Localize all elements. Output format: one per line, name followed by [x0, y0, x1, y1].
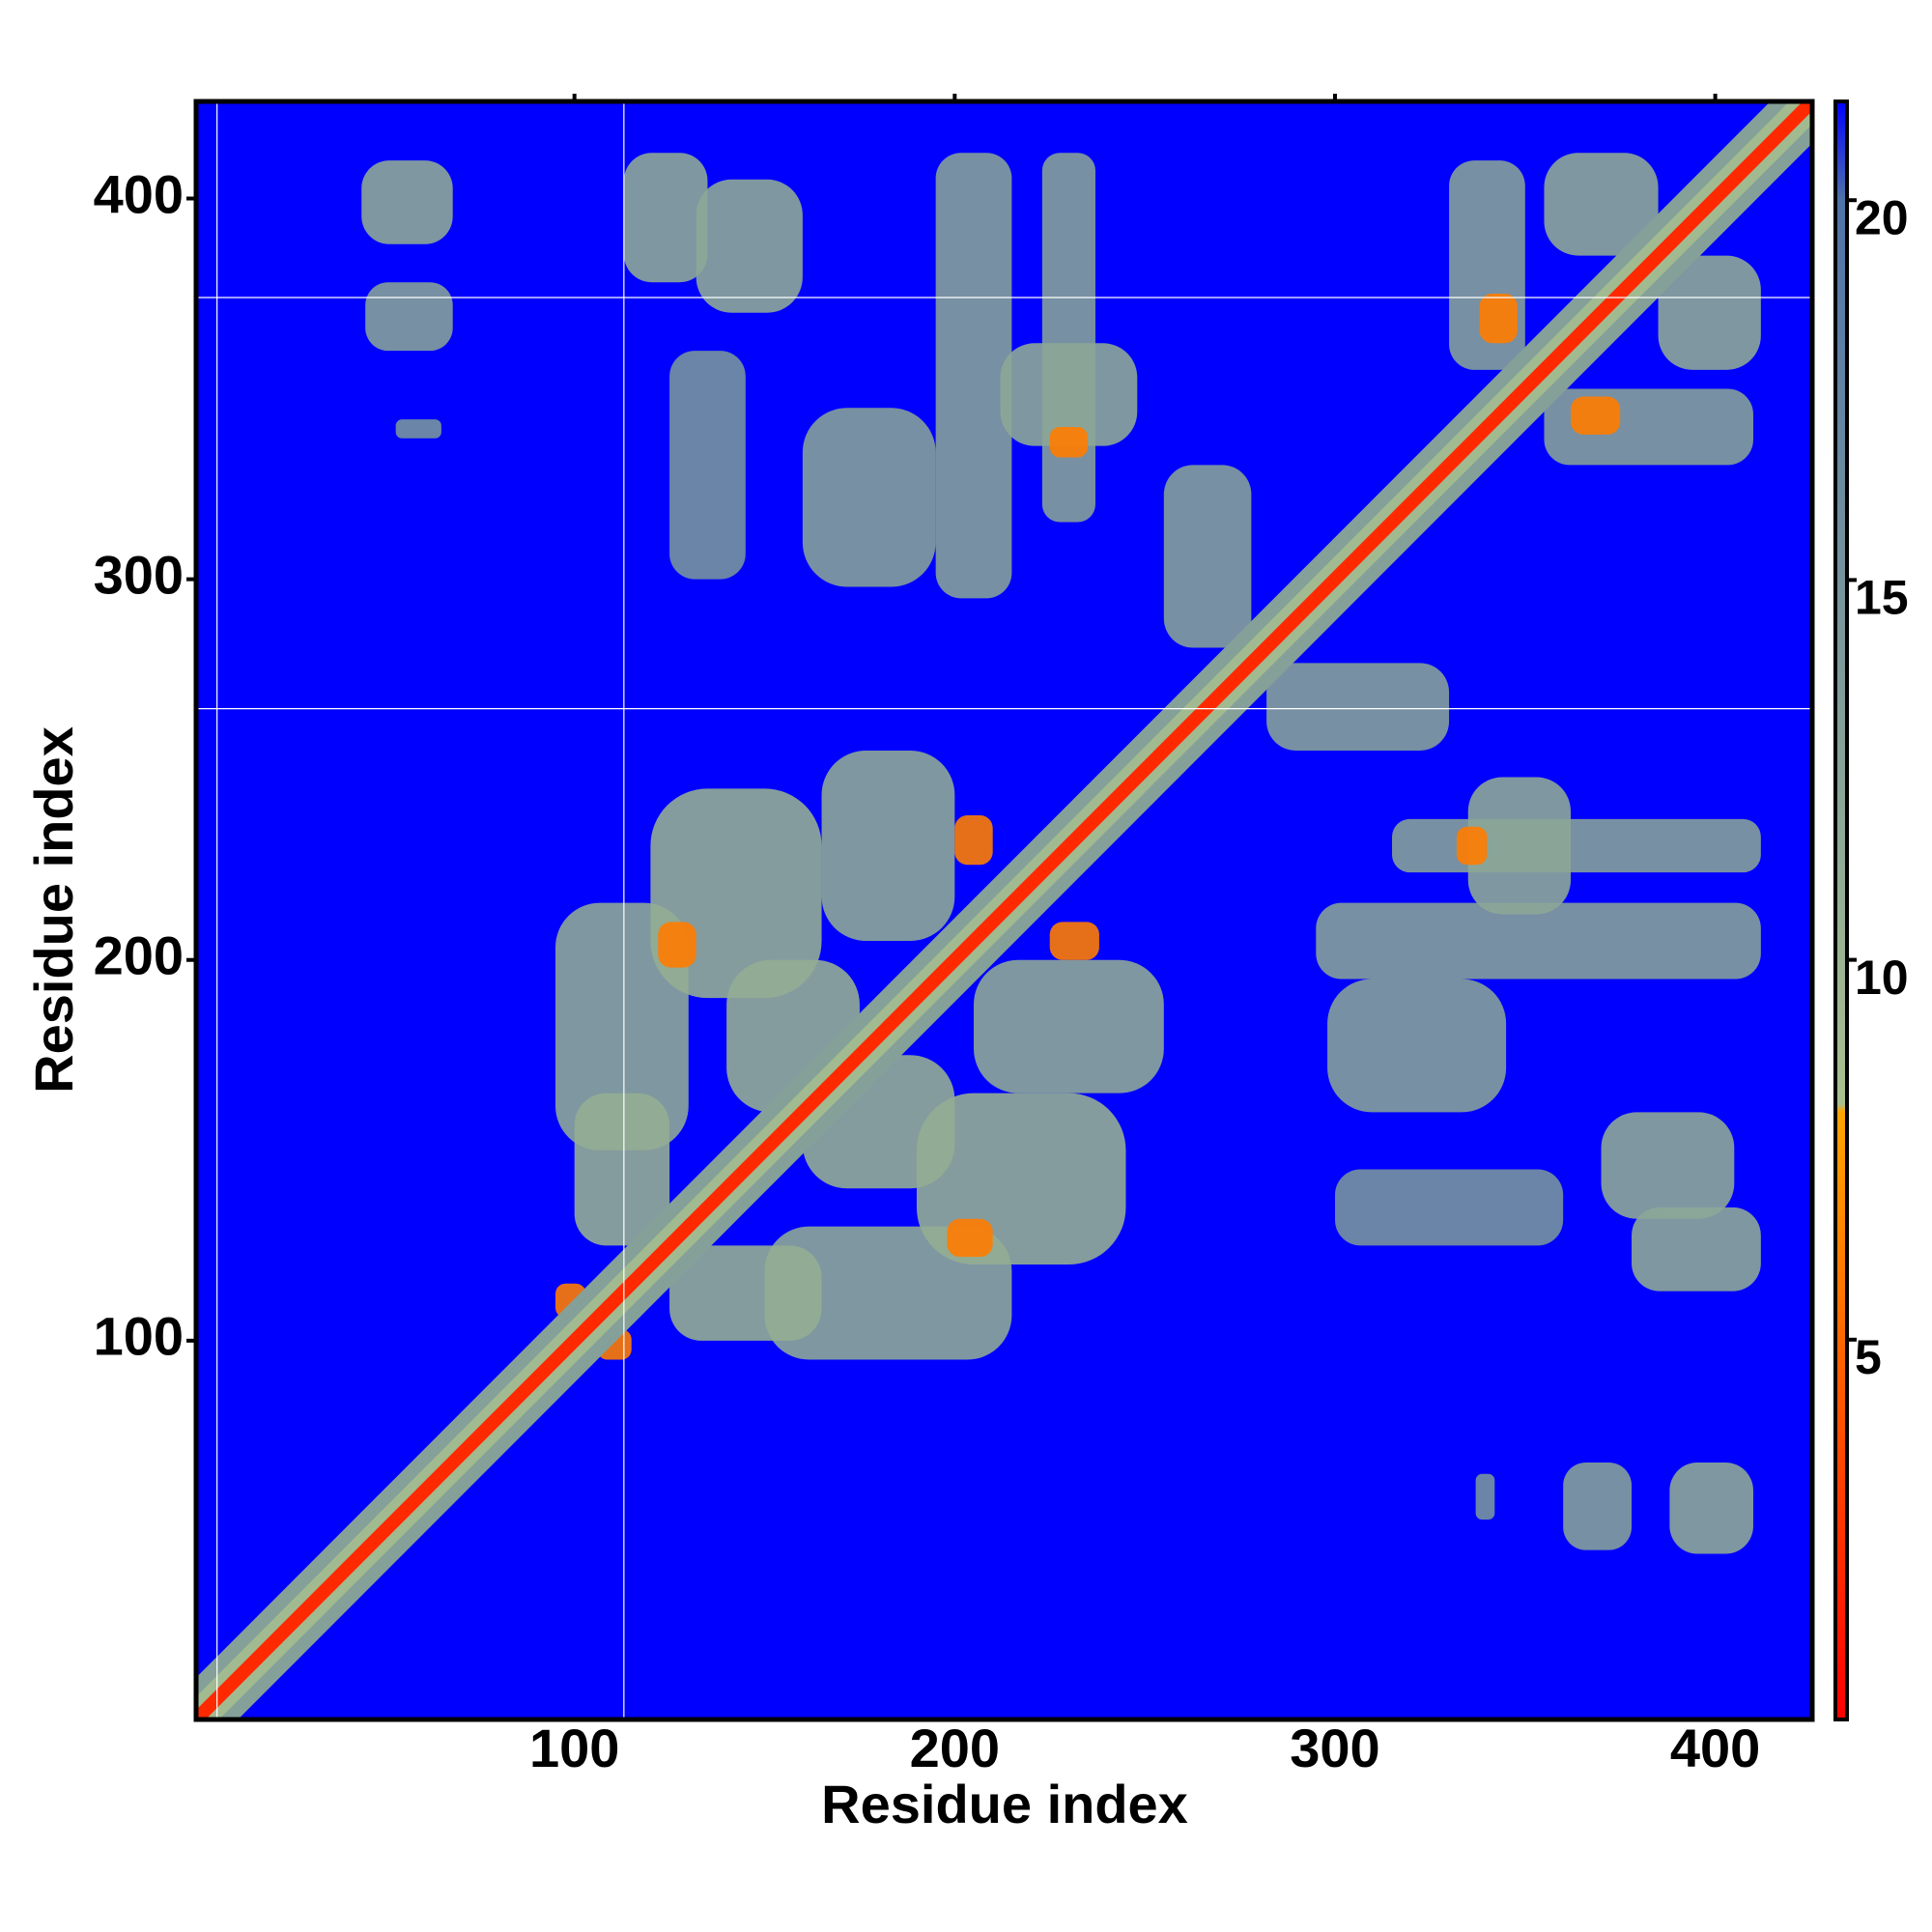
contact-region	[658, 922, 696, 968]
colorbar-tick-label: 20	[1855, 190, 1909, 244]
contact-region	[574, 1093, 670, 1246]
contact-region	[947, 1218, 993, 1258]
contact-region	[935, 153, 1012, 599]
contact-region	[623, 153, 708, 283]
contact-region	[764, 1226, 1012, 1360]
contact-region	[1392, 818, 1761, 873]
colorbar-tick-label: 5	[1855, 1330, 1882, 1384]
y-tick-label: 400	[94, 163, 184, 224]
contact-region	[1658, 255, 1761, 370]
contact-region	[1000, 343, 1138, 446]
contact-region	[1266, 663, 1450, 751]
contact-region	[821, 750, 955, 942]
plot-frame	[193, 99, 1815, 1722]
x-axis-title: Residue index	[821, 1774, 1188, 1834]
contact-region	[361, 160, 453, 244]
contact-region	[1163, 465, 1252, 648]
contact-region	[395, 419, 441, 439]
colorbar-tick-label: 10	[1855, 951, 1909, 1005]
contact-region	[1632, 1207, 1761, 1292]
contact-region	[1334, 1169, 1564, 1246]
contact-region	[1049, 426, 1089, 458]
plot-area	[196, 101, 1812, 1719]
colorbar-tick-label: 15	[1855, 571, 1909, 625]
contact-region	[1544, 153, 1659, 256]
contact-region	[974, 959, 1164, 1094]
contact-region	[365, 282, 453, 352]
y-axis-title: Residue index	[23, 726, 84, 1094]
contact-region	[669, 1245, 822, 1341]
contact-region	[1049, 922, 1099, 960]
x-tick-label: 100	[529, 1718, 619, 1778]
contact-region	[1316, 902, 1761, 980]
contact-region	[1327, 979, 1507, 1113]
x-tick-label: 200	[910, 1718, 1000, 1778]
contact-region	[696, 179, 803, 313]
contact-region	[1467, 777, 1572, 915]
contact-region	[669, 351, 746, 580]
contact-region	[1571, 396, 1621, 435]
contact-region	[1669, 1462, 1753, 1554]
colorbar	[1833, 99, 1849, 1721]
y-tick-label: 100	[94, 1306, 184, 1367]
contact-region	[1456, 826, 1488, 866]
contact-region	[1475, 1473, 1495, 1520]
y-tick-label: 300	[94, 544, 184, 605]
x-tick-label: 400	[1670, 1718, 1760, 1778]
contact-region	[802, 408, 936, 587]
contact-region	[1041, 153, 1095, 523]
x-tick-label: 300	[1290, 1718, 1379, 1778]
contact-region	[554, 902, 689, 1151]
contact-region	[1479, 294, 1518, 344]
contact-region	[1563, 1462, 1633, 1550]
contact-region	[1601, 1112, 1735, 1219]
diagonal-band	[196, 101, 1812, 1719]
contact-region	[954, 814, 993, 866]
y-tick-label: 200	[94, 925, 184, 986]
